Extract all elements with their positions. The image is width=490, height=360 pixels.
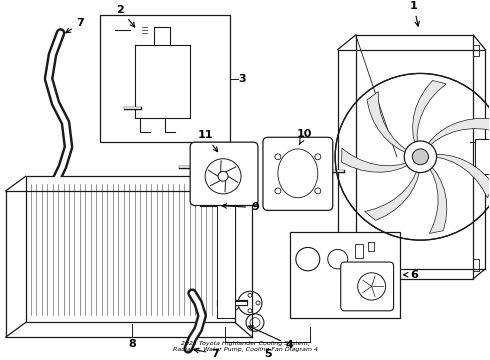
Circle shape (275, 188, 281, 194)
Ellipse shape (200, 202, 210, 210)
Text: 4: 4 (248, 326, 294, 350)
Polygon shape (220, 303, 240, 311)
Bar (355, 244, 363, 258)
Bar (475, 139, 490, 174)
Text: 9: 9 (222, 202, 259, 212)
Text: 3: 3 (238, 74, 246, 84)
Bar (100, 15, 230, 142)
Text: 11: 11 (197, 130, 218, 152)
Bar (145, 54, 178, 89)
Bar (356, 35, 473, 279)
Bar (469, 45, 479, 57)
Circle shape (205, 202, 213, 210)
Circle shape (238, 291, 262, 315)
Text: 7: 7 (66, 18, 84, 33)
FancyBboxPatch shape (341, 262, 393, 311)
Text: 1: 1 (410, 1, 419, 26)
Circle shape (412, 149, 428, 165)
Bar (130, 25, 142, 35)
Bar (217, 181, 235, 318)
Polygon shape (365, 170, 420, 220)
Bar (25, 191, 34, 203)
Text: 7: 7 (194, 348, 219, 359)
Circle shape (240, 301, 244, 305)
Bar (469, 259, 479, 271)
Polygon shape (427, 118, 490, 147)
Text: 8: 8 (128, 339, 136, 349)
Text: 2021 Toyota Highlander Cooling System,
Radiator, Water Pump, Cooling Fan Diagram: 2021 Toyota Highlander Cooling System, R… (172, 341, 318, 352)
Circle shape (218, 171, 228, 181)
Text: 10: 10 (297, 129, 313, 145)
Circle shape (315, 188, 321, 194)
Bar (290, 232, 399, 318)
Circle shape (404, 141, 437, 172)
Circle shape (315, 154, 321, 160)
Polygon shape (367, 91, 408, 153)
Bar (25, 298, 34, 310)
Bar (368, 242, 374, 251)
Polygon shape (413, 81, 446, 145)
Circle shape (248, 309, 252, 313)
Bar (25, 176, 235, 323)
Text: 2: 2 (117, 5, 135, 27)
Polygon shape (342, 148, 410, 172)
Circle shape (248, 293, 252, 297)
Circle shape (275, 154, 281, 160)
FancyBboxPatch shape (190, 142, 258, 206)
Bar (205, 298, 227, 316)
Text: 6: 6 (404, 270, 418, 280)
Ellipse shape (208, 202, 218, 210)
Polygon shape (429, 166, 447, 234)
Circle shape (256, 301, 260, 305)
Text: 5: 5 (264, 349, 272, 359)
FancyBboxPatch shape (263, 137, 333, 210)
Polygon shape (434, 154, 490, 198)
